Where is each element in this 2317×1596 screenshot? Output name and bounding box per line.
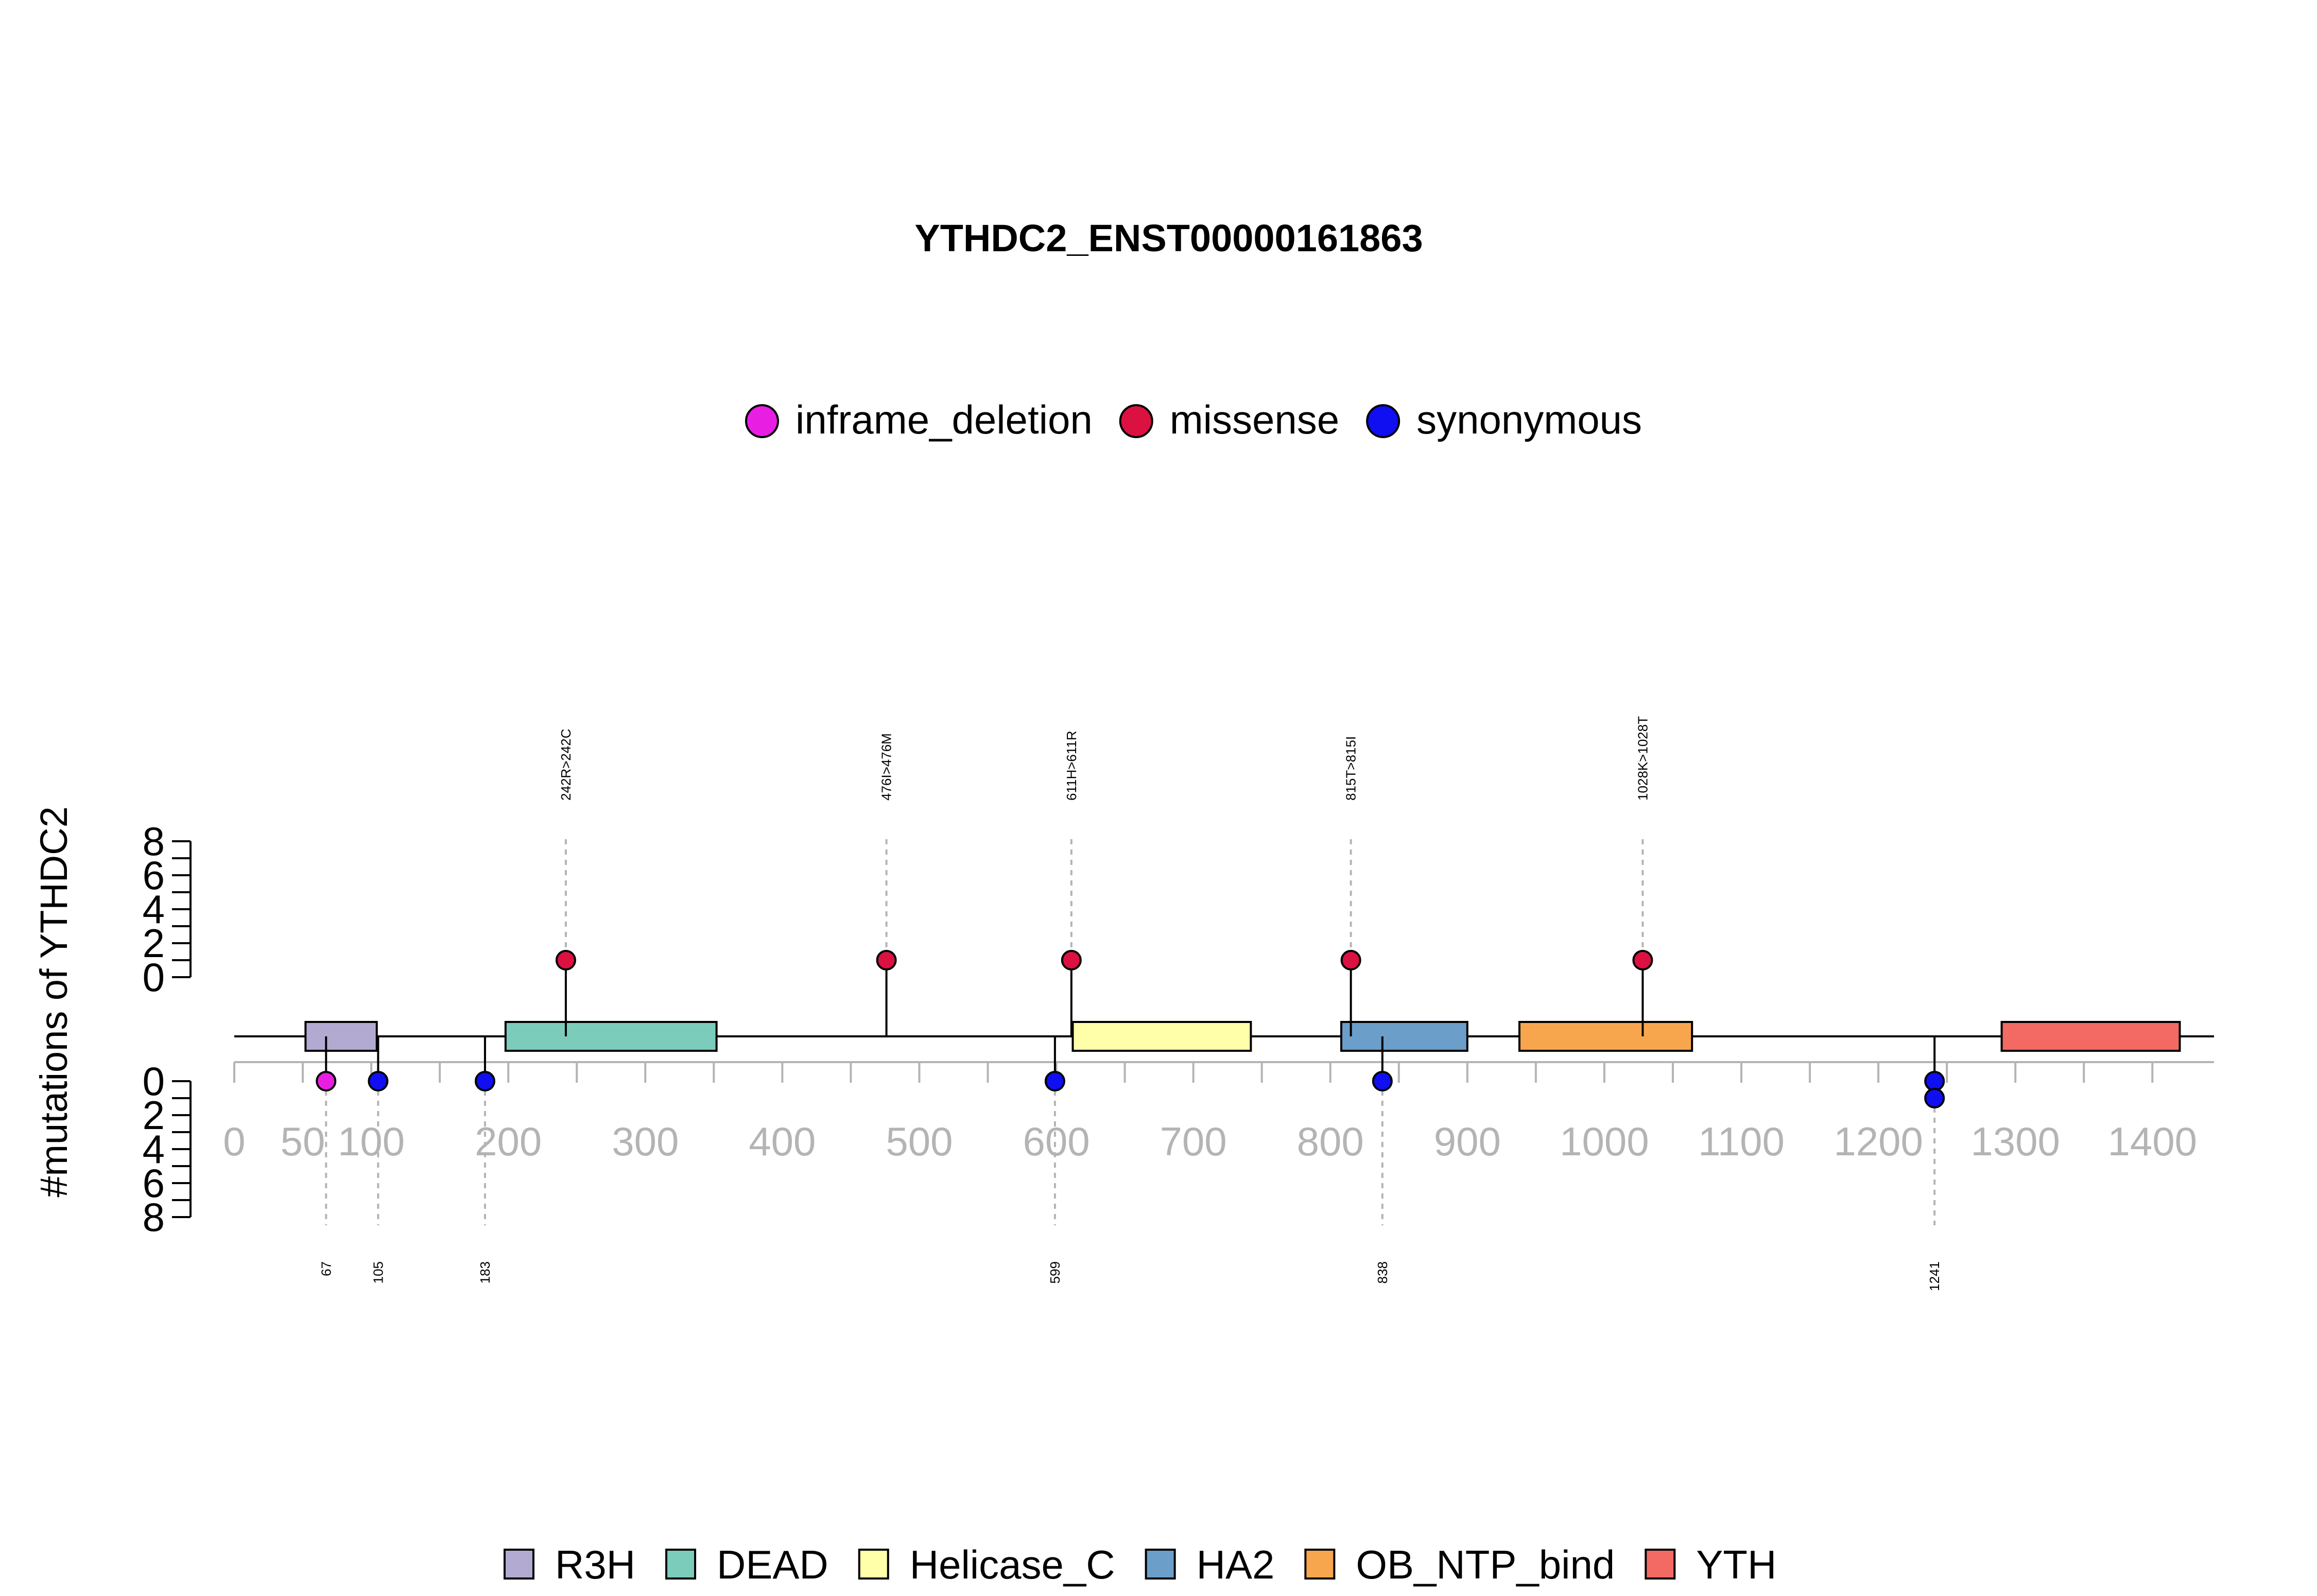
mutation-label: 242R>242C [558,729,574,801]
y-tick-label-bottom: 0 [143,1059,165,1104]
mutation-point [1632,950,1653,970]
mutation-point [1340,950,1361,970]
x-tick-label: 400 [749,1119,816,1164]
domain-legend-label-YTH: YTH [1696,1542,1776,1587]
y-tick-label-bottom: 2 [143,1092,165,1138]
mutation-point [1924,1088,1945,1108]
legend-label-synonymous: synonymous [1416,397,1642,442]
y-tick-label-bottom: 4 [143,1126,165,1172]
domain-legend: R3H DEAD Helicase_C HA2 OB_NTP_bind YTH [504,1542,1776,1587]
x-axis: 0 50 100 200 300 400 500 600 700 800 900 1000 1100 12… [223,1061,2214,1164]
domain-legend-swatch-YTH [1645,1549,1676,1580]
x-tick-label: 1300 [1970,1119,2060,1164]
x-tick-label: 500 [886,1119,953,1164]
legend-marker-inframe_deletion [745,404,779,438]
mutations: 242R>242C 476I>476M 611H>611R 815T>815I 1028… [316,716,1945,1291]
domain-legend-label-R3H: R3H [555,1542,635,1587]
y-tick-label-top: 4 [143,887,165,932]
domain-OB_NTP_bind [1518,1021,1693,1052]
domain-legend-swatch-OB_NTP_bind [1304,1549,1336,1580]
mutation-label: 105 [370,1261,386,1283]
x-tick-label: 900 [1434,1119,1501,1164]
domain-legend-label-OB_NTP_bind: OB_NTP_bind [1356,1542,1615,1587]
mutation-label: 1241 [1927,1261,1942,1291]
domain-boxes [304,1021,2181,1052]
mutation-label: 1028K>1028T [1635,716,1650,801]
mutation-legend: inframe_deletion missense synonymous [745,397,1642,442]
x-tick-label: 1200 [1834,1119,1923,1164]
domain-legend-swatch-HA2 [1145,1549,1176,1580]
y-tick-label-bottom: 8 [143,1194,165,1240]
y-tick-label-top: 2 [143,921,165,966]
x-tick-label: 800 [1297,1119,1364,1164]
mutation-label: 815T>815I [1343,736,1359,801]
domain-legend-label-DEAD: DEAD [717,1542,828,1587]
domain-R3H [304,1021,378,1052]
domain-legend-swatch-Helicase_C [858,1549,889,1580]
y-axis-label: #mutations of YTHDC2 [32,806,75,1198]
domain-DEAD [504,1021,718,1052]
x-tick-label: 1000 [1560,1119,1649,1164]
mutation-point [555,950,576,970]
domain-Helicase_C [1071,1021,1252,1052]
y-tick-label-bottom: 6 [143,1160,165,1206]
chart-title: YTHDC2_ENST00000161863 [914,217,1423,259]
x-tick-label: 700 [1160,1119,1227,1164]
mutation-point [1061,950,1082,970]
domain-legend-label-HA2: HA2 [1197,1542,1275,1587]
mutation-label: 476I>476M [879,733,894,801]
y-tick-label-top: 8 [143,819,165,864]
legend-marker-missense [1119,404,1153,438]
mutation-point [1924,1071,1945,1091]
domain-legend-swatch-DEAD [665,1549,697,1580]
mutation-label: 611H>611R [1064,731,1079,801]
domain-HA2 [1340,1021,1468,1052]
y-tick-label-top: 0 [143,955,165,1000]
mutation-point [876,950,897,970]
mutation-point [368,1071,389,1091]
domain-YTH [2000,1021,2181,1052]
mutation-point [316,1071,337,1091]
x-tick-label: 1400 [2107,1119,2197,1164]
x-tick-label: 100 [338,1119,405,1164]
x-tick-label: 1100 [1698,1119,1785,1164]
x-tick-label: 300 [612,1119,679,1164]
legend-marker-synonymous [1366,404,1400,438]
mutation-point [1044,1071,1065,1091]
x-tick-label: 600 [1023,1119,1090,1164]
y-tick-label-top: 6 [143,853,165,898]
domain-legend-swatch-R3H [504,1549,534,1580]
mutation-label: 599 [1047,1261,1063,1283]
mutation-label: 838 [1375,1261,1390,1283]
mutation-point [1372,1071,1393,1091]
legend-label-missense: missense [1170,397,1339,442]
domain-legend-label-Helicase_C: Helicase_C [910,1542,1115,1587]
x-tick-label: 50 [281,1119,325,1164]
legend-label-inframe_deletion: inframe_deletion [796,397,1093,442]
mutation-point [474,1071,495,1091]
mutation-label: 183 [477,1261,493,1283]
mutation-label: 67 [318,1261,334,1276]
x-tick-label: 0 [223,1119,245,1164]
